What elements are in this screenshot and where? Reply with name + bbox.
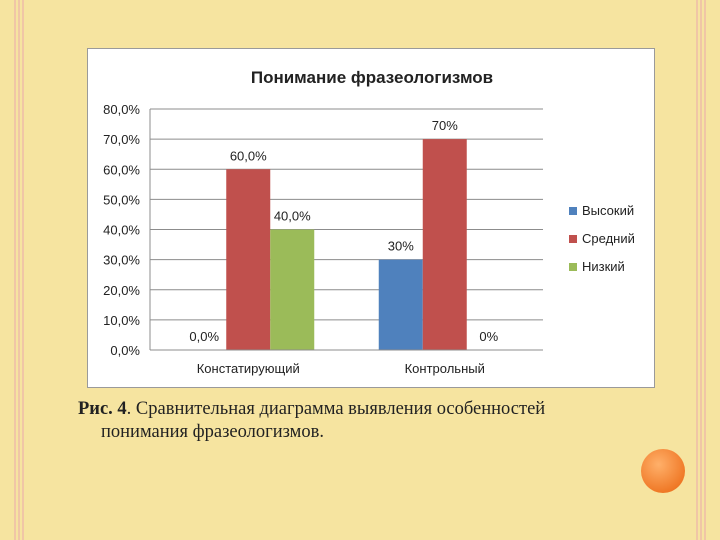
data-label: 0,0% <box>189 329 219 344</box>
legend-label: Средний <box>582 231 635 246</box>
y-tick-label: 30,0% <box>103 253 140 268</box>
bar-chart: Понимание фразеологизмов 0,0% 10,0% 20,0% 3… <box>103 68 635 376</box>
data-label: 70% <box>432 118 458 133</box>
x-tick-label: Контрольный <box>405 361 485 376</box>
caption-text-line2: понимания фразеологизмов. <box>101 422 324 442</box>
slide-border-right <box>696 0 706 540</box>
data-label: 0% <box>479 329 498 344</box>
chart-title: Понимание фразеологизмов <box>251 68 493 87</box>
bar <box>226 169 271 350</box>
legend-label: Высокий <box>582 203 634 218</box>
x-tick-label: Констатирующий <box>197 361 300 376</box>
y-tick-label: 50,0% <box>103 192 140 207</box>
data-label: 30% <box>388 239 414 254</box>
y-tick-label: 70,0% <box>103 132 140 147</box>
legend-label: Низкий <box>582 259 625 274</box>
slide-border-left <box>14 0 24 540</box>
legend-swatch <box>569 263 577 271</box>
y-tick-label: 0,0% <box>110 343 140 358</box>
y-tick-label: 40,0% <box>103 223 140 238</box>
y-tick-label: 60,0% <box>103 162 140 177</box>
caption-label: Рис. 4 <box>78 399 127 419</box>
chart-frame: Понимание фразеологизмов 0,0% 10,0% 20,0% 3… <box>87 48 655 388</box>
bar <box>422 139 467 350</box>
caption-text-line1: . Сравнительная диаграмма выявления особ… <box>126 399 546 419</box>
data-label: 40,0% <box>274 209 311 224</box>
bar <box>270 229 315 350</box>
data-label: 60,0% <box>230 148 267 163</box>
y-tick-label: 20,0% <box>103 283 140 298</box>
y-tick-label: 80,0% <box>103 102 140 117</box>
legend-swatch <box>569 235 577 243</box>
figure-caption: Рис. 4. Сравнительная диаграмма выявлени… <box>78 398 678 444</box>
legend-swatch <box>569 207 577 215</box>
decorative-orange-circle <box>641 449 685 493</box>
y-tick-label: 10,0% <box>103 313 140 328</box>
bar <box>378 259 423 350</box>
